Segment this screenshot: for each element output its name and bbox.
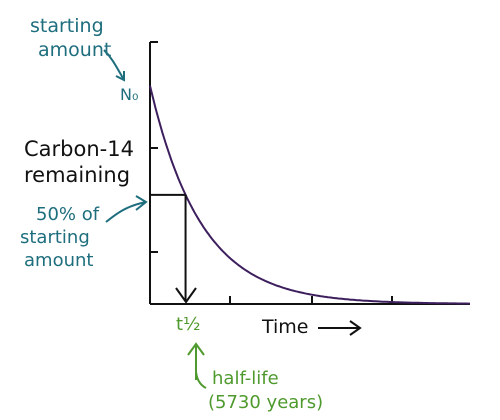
half-annotation-arrowhead <box>135 195 148 211</box>
half-annotation-arrow <box>105 201 147 223</box>
starting-annotation-line1: starting <box>30 15 104 37</box>
y-axis-label-line1: Carbon-14 <box>24 137 134 161</box>
x-axis-arrowhead <box>349 320 362 336</box>
half-annotation-line3: amount <box>24 250 93 271</box>
t-half-label: t½ <box>176 314 201 335</box>
half-life-annotation-arrowhead <box>187 342 205 356</box>
half-life-annotation-line1: half-life <box>212 368 279 389</box>
x-axis-label: Time <box>261 316 309 338</box>
starting-annotation-line2: amount <box>38 39 111 61</box>
half-life-arrowhead <box>175 287 197 304</box>
half-annotation-line2: starting <box>20 227 90 248</box>
y-axis-label-line2: remaining <box>24 163 130 187</box>
y-ticks <box>150 41 158 253</box>
half-life-annotation-hook <box>195 371 207 389</box>
starting-annotation-arrow <box>103 49 125 81</box>
decay-curve <box>149 85 470 305</box>
starting-annotation-arrowhead <box>115 71 125 82</box>
half-annotation-line1: 50% of <box>36 204 100 225</box>
half-life-annotation-line2: (5730 years) <box>208 392 323 413</box>
n0-label: N₀ <box>120 85 138 104</box>
